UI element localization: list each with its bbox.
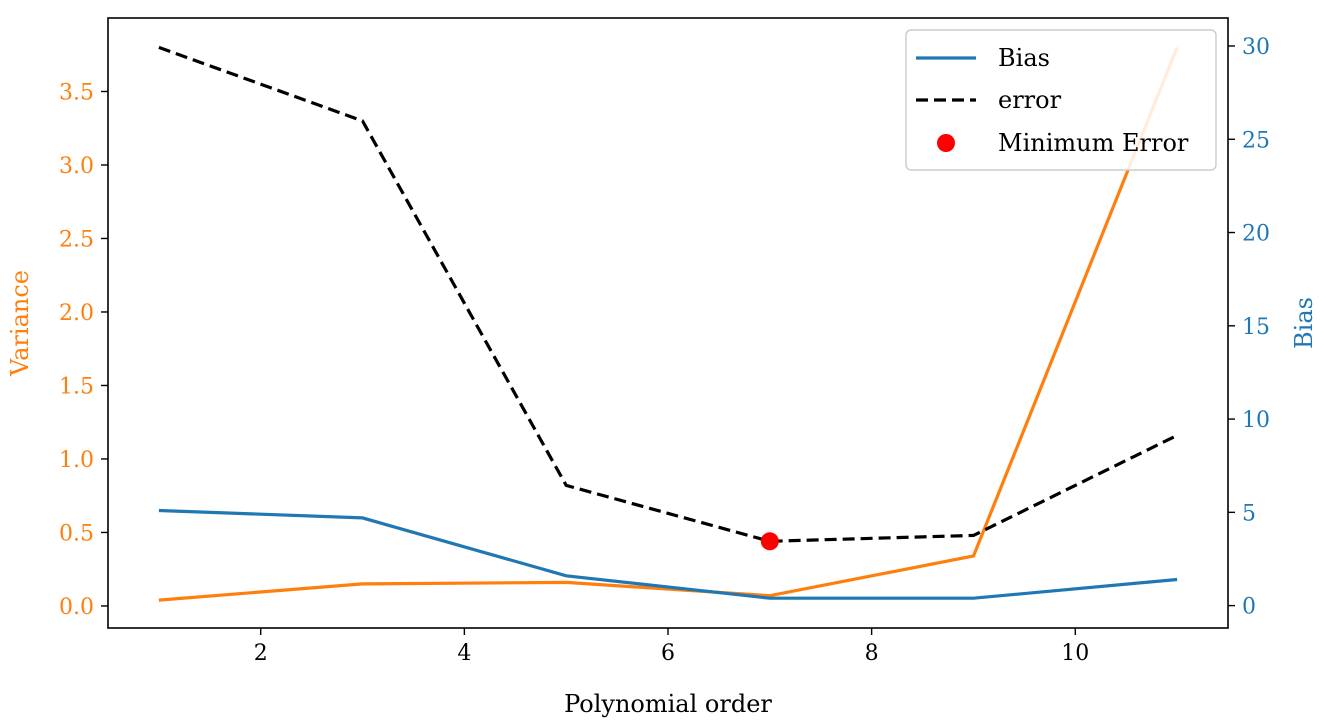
right-tick-label: 10 xyxy=(1242,408,1270,433)
legend-error-label: error xyxy=(998,86,1062,114)
x-tick-label: 6 xyxy=(661,641,675,666)
series-line-error xyxy=(158,45,1178,543)
right-tick-label: 30 xyxy=(1242,35,1270,60)
right-axis-title: Bias xyxy=(1290,297,1318,349)
left-tick-label: 1.5 xyxy=(59,374,94,399)
series-layer xyxy=(158,45,1179,602)
x-axis-title: Polynomial order xyxy=(564,690,772,718)
legend-minimum-error-label: Minimum Error xyxy=(998,129,1189,157)
x-tick-label: 10 xyxy=(1061,641,1089,666)
left-tick-label: 3.0 xyxy=(59,154,94,179)
series-line-bias xyxy=(158,508,1178,600)
minimum-error-marker xyxy=(760,532,779,551)
plot-frame xyxy=(107,17,1229,629)
left-tick-label: 3.5 xyxy=(59,80,94,105)
legend-box xyxy=(905,29,1217,171)
legend-bias-label: Bias xyxy=(998,44,1050,72)
legend: Bias error Minimum Error xyxy=(905,29,1217,171)
right-axis-ticks: 0 5 10 15 20 25 30 xyxy=(1228,35,1270,620)
right-tick-label: 5 xyxy=(1242,501,1256,526)
left-axis-title: Variance xyxy=(6,270,34,377)
left-tick-label: 0.0 xyxy=(59,595,94,620)
left-axis-ticks: 0.0 0.5 1.0 1.5 2.0 2.5 3.0 3.5 xyxy=(59,80,108,620)
x-tick-label: 2 xyxy=(254,641,268,666)
left-tick-label: 1.0 xyxy=(59,448,94,473)
x-tick-label: 4 xyxy=(457,641,471,666)
x-tick-label: 8 xyxy=(865,641,879,666)
right-tick-label: 0 xyxy=(1242,595,1256,620)
right-tick-label: 20 xyxy=(1242,222,1270,247)
right-tick-label: 25 xyxy=(1242,128,1270,153)
left-tick-label: 2.0 xyxy=(59,301,94,326)
left-tick-label: 2.5 xyxy=(59,227,94,252)
right-tick-label: 15 xyxy=(1242,315,1270,340)
legend-minimum-error-marker xyxy=(937,134,955,152)
series-line-variance xyxy=(158,46,1179,602)
left-tick-label: 0.5 xyxy=(59,521,94,546)
x-axis-ticks: 2 4 6 8 10 xyxy=(254,628,1089,666)
